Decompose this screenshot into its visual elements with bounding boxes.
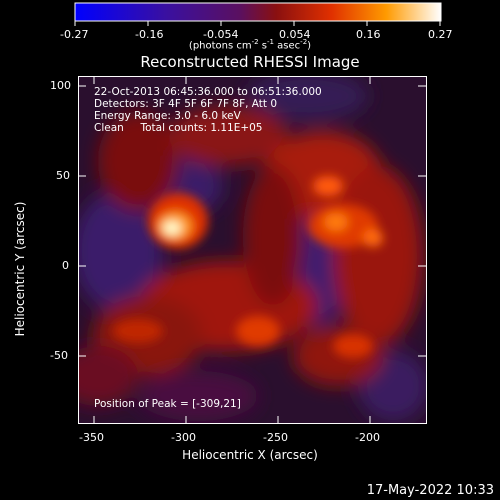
y-tick-label: 100 xyxy=(50,79,71,92)
x-tick-label: -200 xyxy=(355,431,380,444)
y-tick-label: 0 xyxy=(62,259,69,272)
colorbar-tick-label: 0.27 xyxy=(428,28,453,41)
x-tick-label: -300 xyxy=(171,431,196,444)
y-tick-label: -50 xyxy=(50,349,68,362)
info-clean-counts: Clean Total counts: 1.11E+05 xyxy=(94,122,263,134)
x-tick-label: -250 xyxy=(263,431,288,444)
rhessi-image xyxy=(78,76,427,424)
colorbar-gradient xyxy=(74,2,442,22)
x-axis-label: Heliocentric X (arcsec) xyxy=(182,448,318,462)
colorbar-tick-label: 0.16 xyxy=(356,28,381,41)
colorbar-tick-label: -0.16 xyxy=(135,28,164,41)
colorbar-tick-label: -0.27 xyxy=(60,28,89,41)
colorbar-units: (photons cm-2 s-1 asec-2) xyxy=(188,38,312,52)
info-energy-range: Energy Range: 3.0 - 6.0 keV xyxy=(94,110,241,122)
colorbar-tick-label: 0.054 xyxy=(279,28,311,41)
y-axis-label: Heliocentric Y (arcsec) xyxy=(13,201,27,337)
info-time-range: 22-Oct-2013 06:45:36.000 to 06:51:36.000 xyxy=(94,86,322,98)
timestamp: 17-May-2022 10:33 xyxy=(366,483,494,498)
colorbar-ticks xyxy=(74,21,441,26)
info-detectors: Detectors: 3F 4F 5F 6F 7F 8F, Att 0 xyxy=(94,98,278,110)
colorbar-tick-label: -0.054 xyxy=(203,28,239,41)
plot-title: Reconstructed RHESSI Image xyxy=(140,53,360,71)
colorbar xyxy=(74,2,442,26)
peak-position: Position of Peak = [-309,21] xyxy=(94,398,241,410)
x-tick-label: -350 xyxy=(79,431,104,444)
y-tick-label: 50 xyxy=(56,169,70,182)
